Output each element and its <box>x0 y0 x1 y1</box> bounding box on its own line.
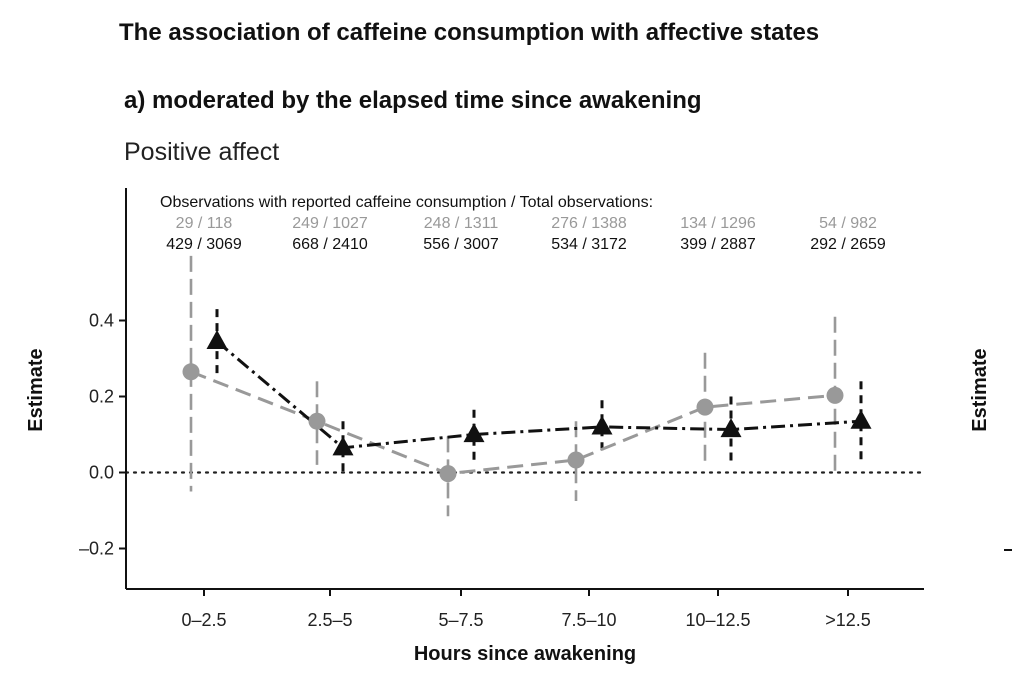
point-s1-5 <box>850 409 872 429</box>
point-s1-1 <box>332 436 354 456</box>
right-y-axis-title: Estimate <box>969 348 991 431</box>
obs-count-s0-0: 29 / 118 <box>176 215 233 232</box>
x-tick-label-0: 0–2.5 <box>181 610 226 630</box>
obs-count-s0-1: 249 / 1027 <box>292 215 368 232</box>
point-s1-4 <box>720 418 742 438</box>
observation-counts: 29 / 118 249 / 1027 248 / 1311 276 / 1388 13… <box>166 215 886 253</box>
y-tick-label-1: 0.0 <box>89 463 114 483</box>
series-points <box>182 330 872 483</box>
series-line-1 <box>216 340 862 450</box>
point-s0-5 <box>826 386 844 404</box>
x-axis-title: Hours since awakening <box>414 643 636 665</box>
series-lines <box>190 340 862 476</box>
obs-count-s1-5: 292 / 2659 <box>810 236 886 253</box>
x-tick-label-5: >12.5 <box>825 610 871 630</box>
confidence-intervals <box>189 255 863 517</box>
point-s0-0 <box>182 363 200 381</box>
obs-count-s0-2: 248 / 1311 <box>424 215 499 232</box>
x-tick-label-3: 7.5–10 <box>561 610 616 630</box>
point-s1-0 <box>206 330 228 349</box>
obs-count-s1-0: 429 / 3069 <box>166 236 242 253</box>
y-tick-label-0: –0.2 <box>79 539 114 559</box>
x-tick-label-1: 2.5–5 <box>307 610 352 630</box>
point-s0-1 <box>308 412 326 430</box>
obs-count-s0-3: 276 / 1388 <box>551 215 627 232</box>
point-s1-2 <box>463 423 485 443</box>
series-line-0 <box>190 370 836 476</box>
obs-count-s0-5: 54 / 982 <box>819 215 877 232</box>
chart-title: The association of caffeine consumption … <box>119 19 819 46</box>
point-s1-3 <box>591 415 613 435</box>
observations-header: Observations with reported caffeine cons… <box>160 194 653 211</box>
axes: –0.2 0.0 0.2 0.4 0–2.5 2.5–5 5–7.5 7.5–10 10–12.… <box>79 188 924 630</box>
x-tick-label-4: 10–12.5 <box>685 610 750 630</box>
y-tick-label-2: 0.2 <box>89 387 114 407</box>
point-s0-4 <box>696 398 714 416</box>
panel-title: Positive affect <box>124 138 279 166</box>
x-tick-label-2: 5–7.5 <box>438 610 483 630</box>
obs-count-s1-4: 399 / 2887 <box>680 236 756 253</box>
y-axis-title: Estimate <box>25 348 47 431</box>
obs-count-s1-3: 534 / 3172 <box>551 236 627 253</box>
obs-count-s0-4: 134 / 1296 <box>680 215 756 232</box>
chart-subtitle: a) moderated by the elapsed time since a… <box>124 87 702 114</box>
obs-count-s1-1: 668 / 2410 <box>292 236 368 253</box>
obs-count-s1-2: 556 / 3007 <box>423 236 499 253</box>
point-s0-3 <box>567 451 585 469</box>
point-s0-2 <box>439 465 457 483</box>
y-tick-label-3: 0.4 <box>89 311 114 331</box>
